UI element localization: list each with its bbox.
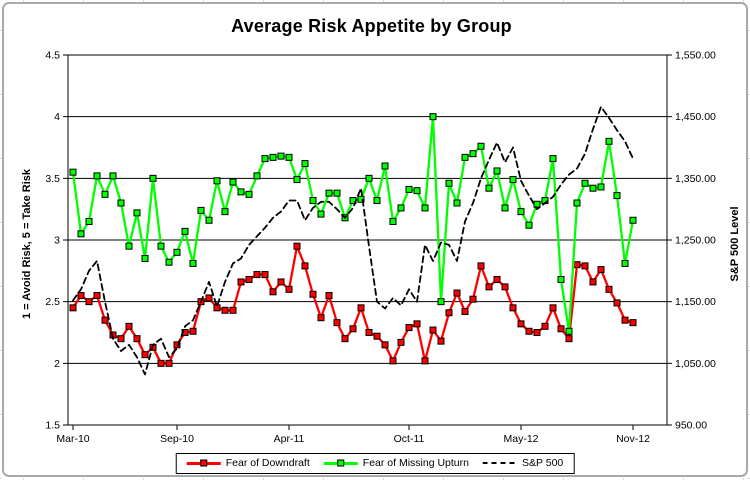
spreadsheet-gridline-stub — [503, 0, 504, 2]
spreadsheet-gridline-stub — [443, 478, 444, 480]
spreadsheet-gridline-stub — [0, 350, 2, 351]
svg-text:1.5: 1.5 — [45, 420, 60, 432]
spreadsheet-gridline-stub — [0, 158, 2, 159]
spreadsheet-gridline-stub — [683, 0, 684, 2]
svg-text:Sep-10: Sep-10 — [160, 433, 194, 445]
spreadsheet-gridline-stub — [23, 0, 24, 2]
legend-marker-icon — [200, 459, 208, 467]
series-line-fear-of-downdraft[interactable] — [71, 245, 635, 365]
spreadsheet-gridline-stub — [683, 478, 684, 480]
spreadsheet-gridline-stub — [383, 0, 384, 2]
legend-label: Fear of Missing Upturn — [362, 457, 469, 469]
series-line-s-p-500[interactable] — [72, 105, 634, 376]
svg-text:Mar-10: Mar-10 — [56, 433, 89, 445]
red-line-marker-swatch-icon — [186, 459, 221, 467]
svg-text:Oct-11: Oct-11 — [394, 433, 425, 445]
svg-text:May-12: May-12 — [503, 433, 538, 445]
spreadsheet-gridline-stub — [143, 478, 144, 480]
legend-item-fear-of-downdraft: Fear of Downdraft — [186, 457, 310, 469]
chart-title: Average Risk Appetite by Group — [231, 16, 512, 36]
spreadsheet-gridline-stub — [623, 478, 624, 480]
svg-text:1,050.00: 1,050.00 — [675, 358, 716, 370]
svg-text:950.00: 950.00 — [675, 420, 707, 432]
spreadsheet-gridline-stub — [748, 478, 750, 479]
black-dashed-line-swatch-icon — [483, 462, 517, 464]
spreadsheet-gridline-stub — [143, 0, 144, 2]
spreadsheet-gridline-stub — [443, 0, 444, 2]
svg-text:4.5: 4.5 — [45, 50, 60, 62]
legend-label: S&P 500 — [522, 457, 564, 469]
right-axis-tick-labels: 1,550.00 1,450.00 1,350.00 1,250.00 1,150.00… — [667, 50, 716, 432]
spreadsheet-gridline-stub — [203, 0, 204, 2]
svg-text:1,350.00: 1,350.00 — [675, 173, 716, 185]
svg-text:Nov-12: Nov-12 — [616, 433, 650, 445]
spreadsheet-gridline-stub — [0, 94, 2, 95]
svg-text:Apr-11: Apr-11 — [274, 433, 305, 445]
spreadsheet-gridline-stub — [0, 286, 2, 287]
spreadsheet-gridline-stub — [748, 158, 750, 159]
spreadsheet-gridline-stub — [748, 286, 750, 287]
spreadsheet-gridline-stub — [323, 0, 324, 2]
spreadsheet-gridline-stub — [83, 0, 84, 2]
spreadsheet-gridline-stub — [748, 350, 750, 351]
spreadsheet-gridline-stub — [743, 478, 744, 480]
spreadsheet-gridline-stub — [748, 94, 750, 95]
svg-text:1,250.00: 1,250.00 — [675, 235, 716, 247]
spreadsheet-gridline-stub — [83, 478, 84, 480]
svg-text:2.5: 2.5 — [45, 296, 60, 308]
legend-marker-icon — [337, 459, 345, 467]
legend-item-sp500: S&P 500 — [483, 457, 563, 469]
spreadsheet-gridline-stub — [323, 478, 324, 480]
svg-text:3: 3 — [54, 235, 60, 247]
spreadsheet-gridline-stub — [623, 0, 624, 2]
legend-item-fear-of-missing-upturn: Fear of Missing Upturn — [323, 457, 469, 469]
series-markers-fear-of-missing-upturn — [69, 113, 637, 335]
spreadsheet-gridline-stub — [0, 478, 2, 479]
series-markers-fear-of-downdraft — [69, 242, 637, 367]
spreadsheet-gridline-stub — [563, 0, 564, 2]
svg-text:1,150.00: 1,150.00 — [675, 296, 716, 308]
x-axis-tick-labels: Mar-10 Sep-10 Apr-11 Oct-11 May-12 Nov-12 — [56, 425, 650, 445]
left-axis-tick-labels: 4.5 4 3.5 3 2.5 2 1.5 — [45, 50, 68, 432]
spreadsheet-gridline-stub — [0, 222, 2, 223]
svg-text:1,550.00: 1,550.00 — [675, 50, 716, 62]
gridlines — [68, 116, 667, 364]
svg-text:1,450.00: 1,450.00 — [675, 111, 716, 123]
legend-label: Fear of Downdraft — [225, 457, 310, 469]
spreadsheet-gridline-stub — [263, 0, 264, 2]
spreadsheet-gridline-stub — [743, 0, 744, 2]
svg-text:4: 4 — [54, 111, 60, 123]
spreadsheet-gridline-stub — [748, 414, 750, 415]
spreadsheet-gridline-stub — [0, 30, 2, 31]
spreadsheet-gridline-stub — [383, 478, 384, 480]
svg-text:3.5: 3.5 — [45, 173, 60, 185]
legend: Fear of Downdraft Fear of Missing Upturn… — [175, 453, 575, 474]
series-line-fear-of-missing-upturn[interactable] — [71, 115, 635, 333]
spreadsheet-gridline-stub — [203, 478, 204, 480]
spreadsheet-gridline-stub — [748, 30, 750, 31]
svg-text:2: 2 — [54, 358, 60, 370]
green-line-marker-swatch-icon — [323, 459, 358, 467]
spreadsheet-gridline-stub — [503, 478, 504, 480]
spreadsheet-gridline-stub — [23, 478, 24, 480]
spreadsheet-gridline-stub — [748, 222, 750, 223]
spreadsheet-gridline-stub — [263, 478, 264, 480]
spreadsheet-gridline-stub — [0, 414, 2, 415]
spreadsheet-gridline-stub — [563, 478, 564, 480]
